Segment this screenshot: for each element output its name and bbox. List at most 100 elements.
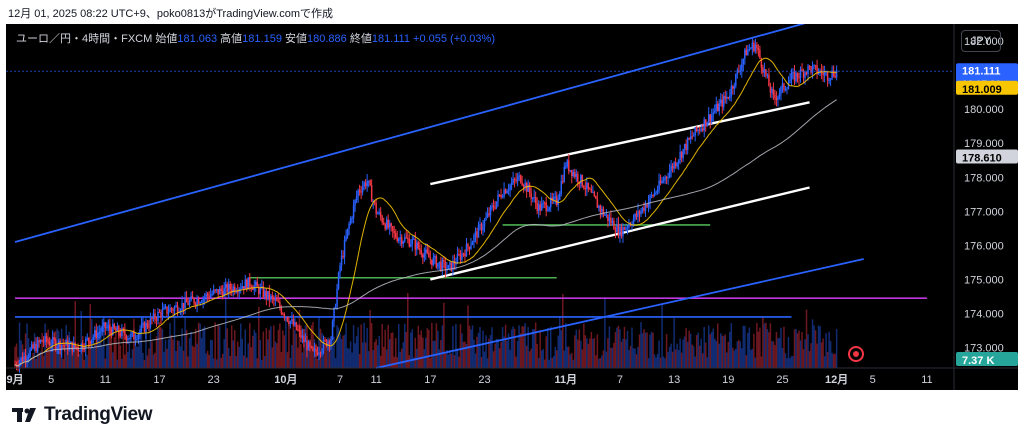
volume-bar <box>652 332 654 368</box>
volume-bar <box>590 331 593 368</box>
candle-body <box>798 77 800 79</box>
volume-bar <box>136 346 138 368</box>
candle-body <box>694 127 696 136</box>
volume-bar <box>688 330 690 368</box>
candle-body <box>232 286 234 292</box>
candle-body <box>431 259 433 265</box>
candle-body <box>688 138 690 140</box>
candle-body <box>152 313 155 320</box>
price-badge-value: 181.111 <box>962 65 1001 77</box>
candle-body <box>640 210 642 215</box>
volume-bar <box>179 346 182 368</box>
candle-body <box>235 291 237 293</box>
currency-button[interactable]: JPY <box>961 30 1001 52</box>
candle-body <box>805 72 808 75</box>
chart-frame[interactable]: 182.000181.000180.000179.000178.000177.0… <box>6 24 1018 390</box>
volume-bar <box>45 348 48 368</box>
volume-bar <box>331 333 334 368</box>
time-tick-label: 5 <box>48 374 54 386</box>
volume-bar <box>59 347 61 368</box>
volume-bar <box>756 322 758 368</box>
candle-body <box>777 96 779 101</box>
volume-bar <box>449 349 451 368</box>
volume-bar <box>500 342 502 368</box>
candle-body <box>223 287 225 297</box>
candle-body <box>580 175 582 184</box>
candle-body <box>774 94 776 98</box>
candle-body <box>611 220 614 224</box>
candle-body <box>405 237 408 239</box>
candle-body <box>677 160 680 164</box>
candle-body <box>507 190 510 192</box>
candle-body <box>465 243 468 257</box>
volume-bar <box>286 352 289 368</box>
candle-body <box>149 317 152 327</box>
candle-body <box>104 322 107 328</box>
candle-body <box>491 205 493 207</box>
volume-bar <box>410 332 412 368</box>
candle-body <box>352 205 355 218</box>
volume-bar <box>75 344 78 368</box>
volume-bar <box>86 355 89 368</box>
volume-bar <box>303 337 305 368</box>
candle-body <box>432 257 435 265</box>
candle-body <box>745 49 748 56</box>
candle-body <box>191 296 194 299</box>
volume-bar <box>267 339 269 368</box>
candle-body <box>504 189 507 194</box>
volume-bar <box>513 329 516 368</box>
candle-body <box>506 191 508 194</box>
volume-bar <box>399 351 401 368</box>
candle-body <box>336 288 338 307</box>
candle-body <box>510 183 513 186</box>
volume-bar <box>369 310 371 368</box>
candle-body <box>679 152 681 161</box>
candle-body <box>604 214 606 216</box>
volume-bar <box>367 351 370 368</box>
candle-body <box>801 69 803 72</box>
candle-body <box>733 86 736 89</box>
volume-bar <box>316 358 319 368</box>
volume-bar <box>426 328 429 368</box>
volume-bar <box>425 337 427 368</box>
volume-badge: 7.37 K <box>962 355 994 367</box>
volume-bar <box>623 326 626 368</box>
volume-bar <box>601 355 603 368</box>
symbol-name[interactable]: ユーロ／円・4時間・FXCM <box>16 33 153 45</box>
close-label: 終値 <box>349 33 372 45</box>
time-tick-label: 7 <box>337 374 343 386</box>
volume-bar <box>407 292 409 368</box>
candle-body <box>50 345 52 347</box>
candle-body <box>516 177 519 182</box>
volume-bar <box>32 353 34 368</box>
volume-bar <box>372 350 374 368</box>
candle-body <box>435 256 438 268</box>
candle-body <box>211 293 213 295</box>
volume-bar <box>208 354 210 368</box>
volume-bar <box>348 348 350 368</box>
price-chart[interactable]: 182.000181.000180.000179.000178.000177.0… <box>6 24 1018 390</box>
candle-body <box>605 214 608 216</box>
volume-bar <box>565 323 567 368</box>
volume-bar <box>593 337 596 368</box>
candle-body <box>574 171 576 177</box>
candle-body <box>458 254 460 256</box>
volume-bar <box>673 318 675 368</box>
symbol-legend: ユーロ／円・4時間・FXCM 始値181.063 高値181.159 安値180… <box>16 30 495 46</box>
candle-body <box>826 72 829 81</box>
volume-bar <box>131 349 134 368</box>
volume-bar <box>587 343 590 368</box>
candle-body <box>361 186 364 193</box>
candle-body <box>199 302 201 304</box>
volume-bar <box>512 326 514 368</box>
candle-body <box>548 207 550 211</box>
candle-body <box>440 261 442 271</box>
candle-body <box>413 238 415 240</box>
candle-body <box>24 355 27 361</box>
candle-body <box>543 202 546 204</box>
candle-body <box>370 185 373 202</box>
blue-trend-line <box>375 258 864 369</box>
volume-bar <box>280 351 283 368</box>
volume-bar <box>232 340 234 368</box>
volume-bar <box>173 310 176 368</box>
